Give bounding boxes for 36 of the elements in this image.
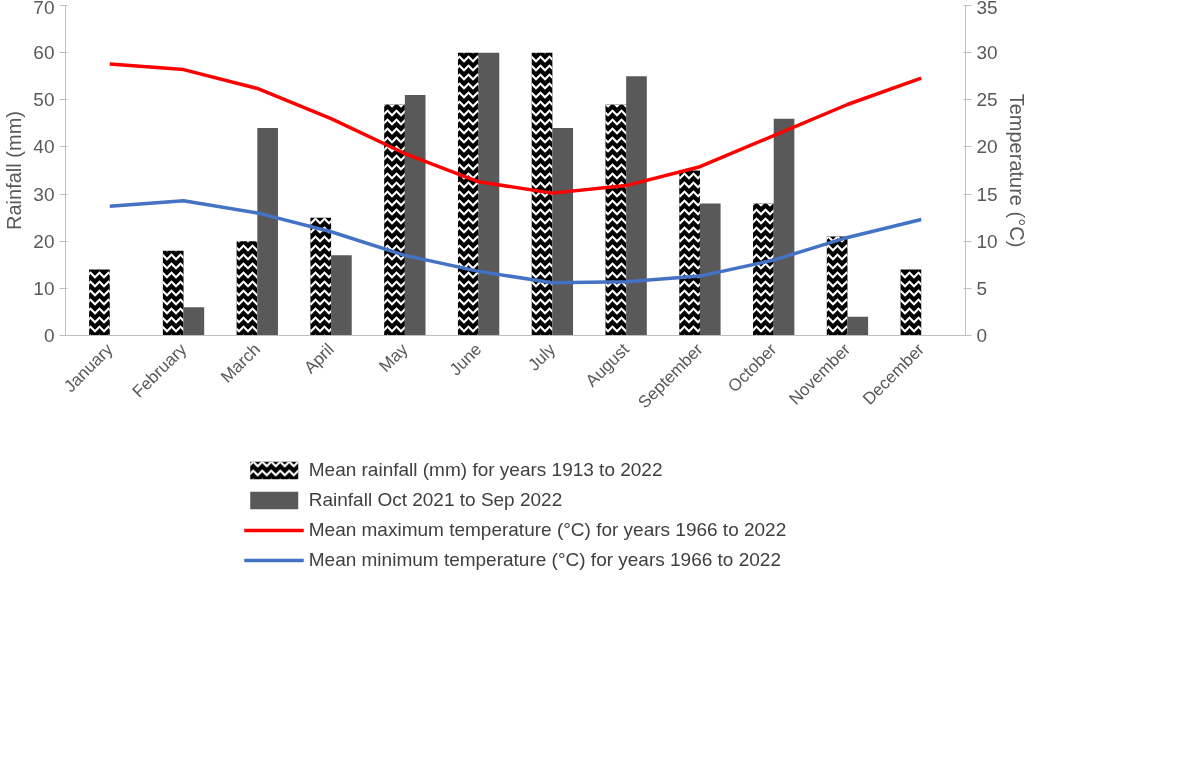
bar <box>699 203 721 336</box>
bar <box>626 76 647 336</box>
legend-label: Mean maximum temperature (°C) for years 1966 to 2022 <box>308 518 787 541</box>
line-series <box>108 62 923 195</box>
y-tick-label: 30 <box>33 183 55 205</box>
bar <box>773 118 795 336</box>
bar <box>478 52 500 336</box>
y-tick-label: 60 <box>33 42 55 64</box>
y2-tick-label: 0 <box>976 325 988 346</box>
legend-label: Mean rainfall (mm) for years 1913 to 2022 <box>308 458 663 481</box>
y-tick-label: 50 <box>33 89 55 111</box>
y-tick-label: 40 <box>33 136 55 158</box>
y-tick-label: 10 <box>33 277 55 299</box>
line-series <box>108 198 923 285</box>
bar <box>404 95 426 336</box>
legend-label: Rainfall Oct 2021 to Sep 2022 <box>308 488 563 511</box>
y2-tick-label: 25 <box>976 89 998 111</box>
bar <box>257 128 278 336</box>
y2-tick-label: 30 <box>976 42 998 64</box>
y2-axis-title: Temperature (°C) <box>1005 93 1028 248</box>
y2-tick-label: 20 <box>976 136 998 158</box>
y-axis-title: Rainfall (mm) <box>3 111 26 230</box>
bar <box>331 255 352 336</box>
y2-tick-label: 5 <box>976 277 988 299</box>
bar <box>183 307 205 336</box>
y-tick-label: 20 <box>33 230 55 252</box>
x-tick-label: July <box>524 339 560 375</box>
bar <box>847 316 869 336</box>
legend-label: Mean minimum temperature (°C) for years 1966 to 2022 <box>308 548 781 571</box>
y-tick-label: 70 <box>33 0 55 18</box>
y2-tick-label: 10 <box>976 230 998 252</box>
y-tick-label: 0 <box>43 325 55 346</box>
y2-tick-label: 15 <box>976 183 998 205</box>
y2-tick-label: 35 <box>976 0 998 18</box>
x-tick-label: May <box>375 339 412 376</box>
bar <box>552 128 574 336</box>
